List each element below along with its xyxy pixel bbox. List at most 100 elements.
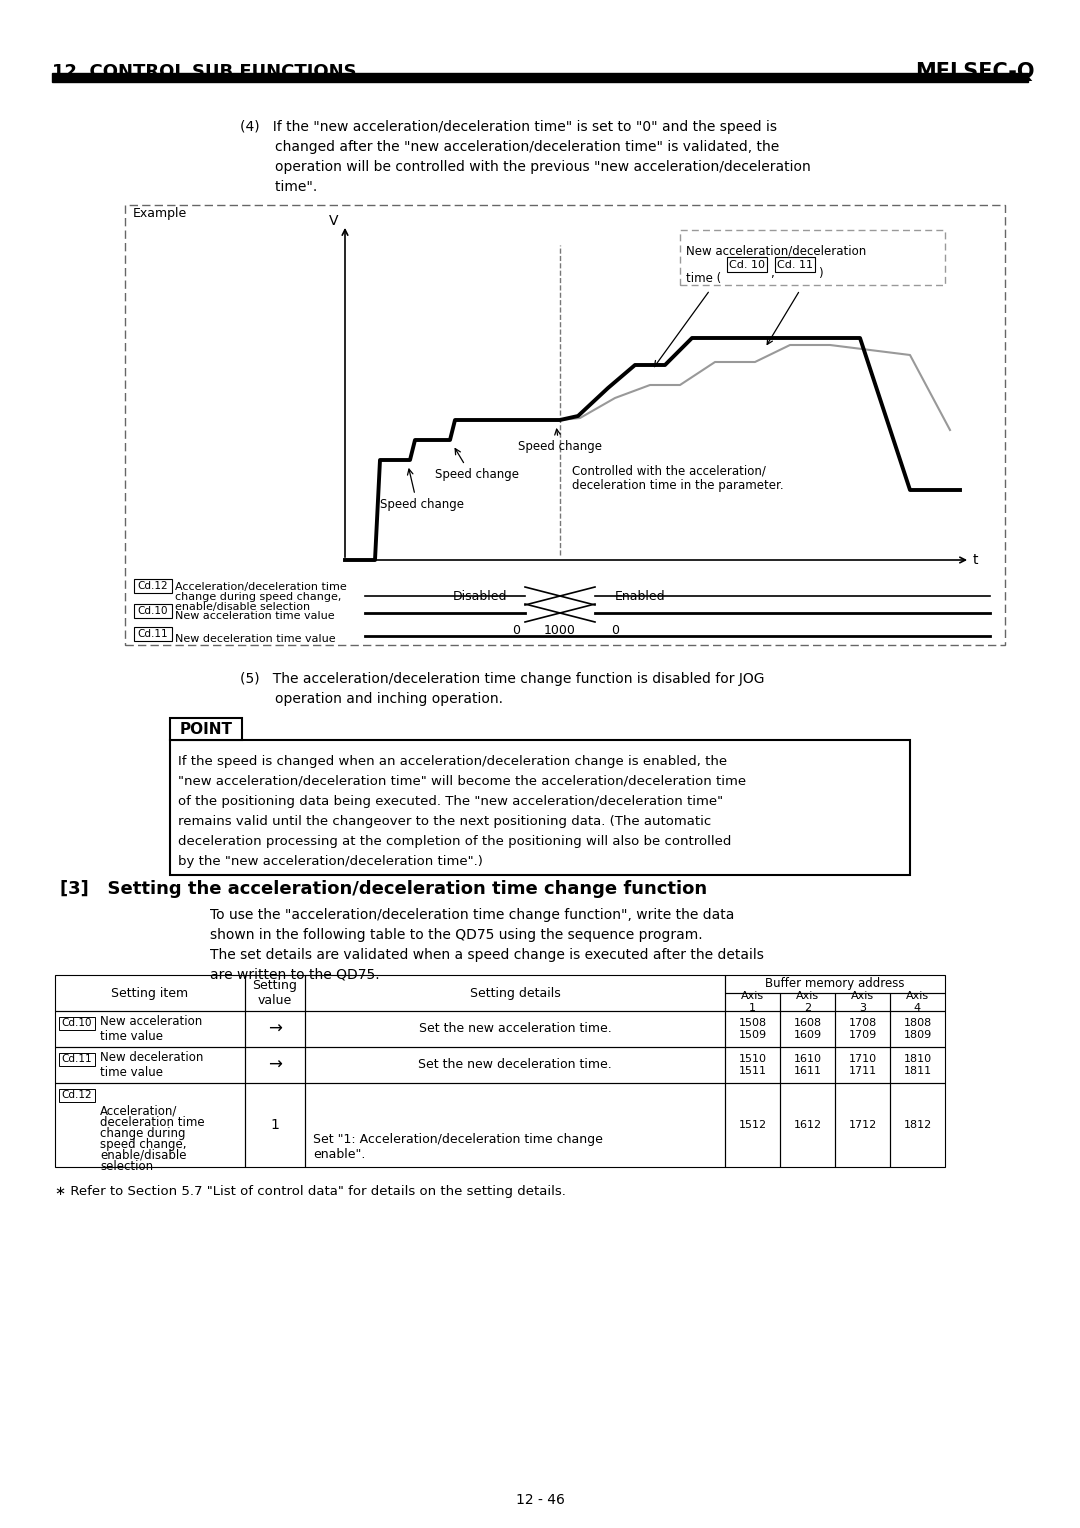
Text: 1708: 1708 [849, 1018, 877, 1028]
Text: ,: , [770, 266, 773, 280]
Text: 1809: 1809 [903, 1030, 932, 1041]
Text: Acceleration/: Acceleration/ [100, 1105, 177, 1118]
Text: POINT: POINT [179, 721, 232, 736]
Text: 0: 0 [611, 625, 619, 637]
Text: 1608: 1608 [794, 1018, 822, 1028]
Bar [59, 1089, 95, 1102]
Text: 1810: 1810 [904, 1054, 932, 1063]
Text: (4)   If the "new acceleration/deceleration time" is set to "0" and the speed is: (4) If the "new acceleration/deceleratio… [240, 121, 777, 134]
Bar [835, 993, 890, 1012]
Text: 1612: 1612 [794, 1120, 822, 1131]
Text: New acceleration/deceleration: New acceleration/deceleration [686, 244, 866, 257]
Text: enable".: enable". [313, 1148, 365, 1161]
Bar [305, 1012, 725, 1047]
Bar [780, 1083, 835, 1167]
Text: "new acceleration/deceleration time" will become the acceleration/deceleration t: "new acceleration/deceleration time" wil… [178, 775, 746, 788]
Text: 1709: 1709 [849, 1030, 877, 1041]
Text: →: → [268, 1021, 282, 1038]
Text: Acceleration/deceleration time: Acceleration/deceleration time [175, 582, 347, 591]
Text: deceleration time in the parameter.: deceleration time in the parameter. [572, 478, 784, 492]
Text: speed change,: speed change, [100, 1138, 187, 1151]
Text: Speed change: Speed change [435, 468, 519, 481]
Bar [727, 257, 767, 272]
Text: 1808: 1808 [903, 1018, 932, 1028]
Text: New deceleration time value: New deceleration time value [175, 634, 336, 643]
Text: enable/disable selection: enable/disable selection [175, 602, 310, 613]
Text: New acceleration time value: New acceleration time value [175, 611, 335, 620]
Text: Set the new acceleration time.: Set the new acceleration time. [419, 1022, 611, 1036]
Bar [890, 1012, 945, 1047]
Bar [890, 1083, 945, 1167]
Bar [835, 1083, 890, 1167]
Text: 1609: 1609 [794, 1030, 822, 1041]
Text: Axis
4: Axis 4 [906, 992, 929, 1013]
Text: 12 - 46: 12 - 46 [515, 1493, 565, 1507]
Bar [305, 1047, 725, 1083]
Text: Cd.11: Cd.11 [137, 630, 168, 639]
Text: time".: time". [240, 180, 318, 194]
Text: operation will be controlled with the previous "new acceleration/deceleration: operation will be controlled with the pr… [240, 160, 811, 174]
FancyBboxPatch shape [134, 626, 172, 642]
Bar [55, 1083, 245, 1167]
Text: 1712: 1712 [849, 1120, 877, 1131]
Text: 1711: 1711 [849, 1067, 877, 1076]
Text: The set details are validated when a speed change is executed after the details: The set details are validated when a spe… [210, 947, 764, 963]
Bar [725, 1012, 780, 1047]
Bar [52, 73, 1028, 83]
Text: ): ) [818, 266, 823, 280]
Bar [305, 975, 725, 1012]
Text: 1509: 1509 [739, 1030, 767, 1041]
Bar [245, 1012, 305, 1047]
Text: remains valid until the changeover to the next positioning data. (The automatic: remains valid until the changeover to th… [178, 814, 712, 828]
Text: deceleration time: deceleration time [100, 1115, 204, 1129]
Bar [55, 975, 245, 1012]
Text: 1511: 1511 [739, 1067, 767, 1076]
Text: 1508: 1508 [739, 1018, 767, 1028]
Text: Setting details: Setting details [470, 987, 561, 999]
Text: 1000: 1000 [544, 625, 576, 637]
Text: change during speed change,: change during speed change, [175, 591, 341, 602]
Text: deceleration processing at the completion of the positioning will also be contro: deceleration processing at the completio… [178, 834, 731, 848]
Bar [725, 1047, 780, 1083]
Text: Example: Example [133, 206, 187, 220]
Text: [3]   Setting the acceleration/deceleration time change function: [3] Setting the acceleration/deceleratio… [60, 880, 707, 898]
Text: by the "new acceleration/deceleration time".): by the "new acceleration/deceleration ti… [178, 856, 483, 868]
Text: 1: 1 [271, 1118, 280, 1132]
Text: MELSEC-Q: MELSEC-Q [916, 63, 1035, 83]
Text: Set "1: Acceleration/deceleration time change: Set "1: Acceleration/deceleration time c… [313, 1132, 603, 1146]
Bar [725, 993, 780, 1012]
Bar [245, 1083, 305, 1167]
Bar [125, 205, 1005, 645]
Bar [245, 975, 305, 1012]
FancyBboxPatch shape [134, 579, 172, 593]
Text: Set the new deceleration time.: Set the new deceleration time. [418, 1059, 612, 1071]
Text: changed after the "new acceleration/deceleration time" is validated, the: changed after the "new acceleration/dece… [240, 141, 780, 154]
Bar [55, 1012, 245, 1047]
Bar [55, 1047, 245, 1083]
Bar [890, 1047, 945, 1083]
Text: To use the "acceleration/deceleration time change function", write the data: To use the "acceleration/deceleration ti… [210, 908, 734, 921]
Text: 1610: 1610 [794, 1054, 822, 1063]
Text: If the speed is changed when an acceleration/deceleration change is enabled, the: If the speed is changed when an accelera… [178, 755, 727, 769]
Text: 1710: 1710 [849, 1054, 877, 1063]
Text: change during: change during [100, 1128, 186, 1140]
Text: Cd.12: Cd.12 [137, 581, 168, 591]
Text: t: t [973, 553, 978, 567]
Text: Buffer memory address: Buffer memory address [766, 978, 905, 990]
Text: Enabled: Enabled [615, 590, 665, 602]
Text: Axis
1: Axis 1 [741, 992, 764, 1013]
Text: 1510: 1510 [739, 1054, 767, 1063]
Bar [59, 1018, 95, 1030]
Bar [775, 257, 815, 272]
Text: shown in the following table to the QD75 using the sequence program.: shown in the following table to the QD75… [210, 927, 703, 941]
Text: V: V [328, 214, 338, 228]
Bar [780, 1047, 835, 1083]
Text: enable/disable: enable/disable [100, 1149, 187, 1161]
Text: ∗ Refer to Section 5.7 "List of control data" for details on the setting details: ∗ Refer to Section 5.7 "List of control … [55, 1186, 566, 1198]
Text: Cd.10: Cd.10 [62, 1019, 92, 1028]
Text: 12  CONTROL SUB FUNCTIONS: 12 CONTROL SUB FUNCTIONS [52, 63, 356, 81]
Text: 0: 0 [512, 625, 519, 637]
Text: Cd. 11: Cd. 11 [777, 260, 813, 269]
Text: are written to the QD75.: are written to the QD75. [210, 969, 380, 983]
Bar [245, 1047, 305, 1083]
